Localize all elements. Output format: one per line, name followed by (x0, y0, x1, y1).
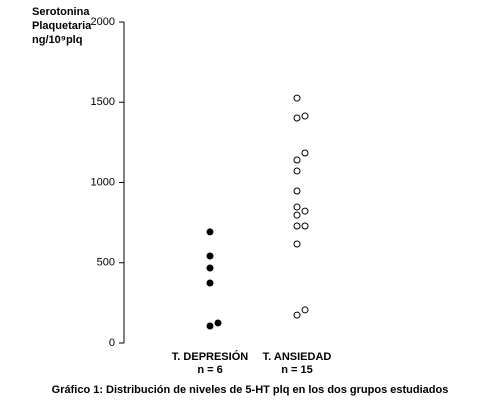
y-tick-label: 1500 (91, 96, 115, 108)
data-point (301, 306, 309, 314)
data-point (301, 149, 309, 157)
data-point (214, 319, 222, 327)
data-point (293, 240, 301, 248)
data-point (206, 322, 214, 330)
data-point (301, 112, 309, 120)
data-point (293, 203, 301, 211)
y-tick-label: 2000 (91, 16, 115, 28)
x-tick-note: n = 6 (197, 364, 222, 376)
data-point (206, 279, 214, 287)
data-point (206, 228, 214, 236)
caption: Gráfico 1: Distribución de niveles de 5-… (52, 384, 449, 396)
x-tick-note: n = 15 (281, 364, 313, 376)
y-tick-label: 500 (97, 257, 115, 269)
y-tick-label: 0 (109, 337, 115, 349)
x-tick-label: T. DEPRESIÓN (172, 350, 248, 363)
data-point (301, 207, 309, 215)
data-point (293, 222, 301, 230)
y-tick-label: 1000 (91, 176, 115, 188)
y-label: Serotonina (32, 6, 90, 18)
data-point (293, 94, 301, 102)
data-point (293, 211, 301, 219)
data-point (293, 167, 301, 175)
x-tick-label: T. ANSIEDAD (263, 351, 332, 363)
data-point (301, 222, 309, 230)
y-label: ng/10⁹plq (32, 34, 82, 46)
data-point (293, 311, 301, 319)
data-point (206, 252, 214, 260)
data-point (206, 264, 214, 272)
data-point (293, 114, 301, 122)
y-label: Plaquetaria (32, 20, 92, 32)
data-point (293, 156, 301, 164)
data-point (293, 187, 301, 195)
